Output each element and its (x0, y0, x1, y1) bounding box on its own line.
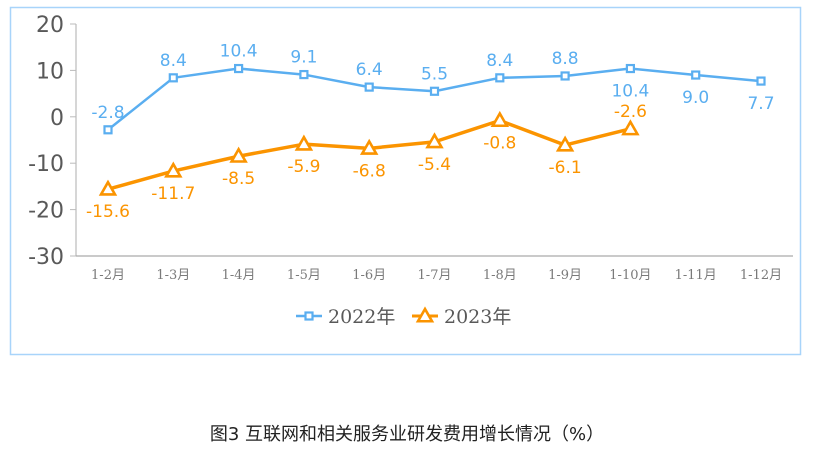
legend-item: 2023年 (412, 306, 511, 328)
data-point-square (691, 70, 701, 80)
x-tick-label: 1-2月 (91, 268, 125, 283)
data-point-triangle (621, 119, 640, 136)
y-tick-label: 10 (36, 59, 64, 84)
x-tick-label: 1-8月 (483, 268, 517, 283)
data-label: -11.7 (151, 184, 195, 204)
x-tick-label: 1-12月 (740, 268, 782, 283)
data-label: -6.8 (353, 161, 386, 181)
data-label: 8.8 (552, 49, 579, 69)
x-tick-label: 1-10月 (609, 268, 651, 283)
y-tick-label: -30 (28, 245, 64, 270)
data-point-square (103, 125, 113, 135)
data-point-triangle (425, 132, 444, 149)
data-label: 10.4 (220, 42, 258, 62)
data-label: 8.4 (160, 51, 187, 71)
chart-caption: 图3 互联网和相关服务业研发费用增长情况（%） (209, 424, 605, 445)
data-label: 10.4 (611, 82, 649, 102)
data-point-square (560, 71, 570, 81)
data-point-square (495, 73, 505, 83)
data-point-triangle (415, 306, 435, 323)
data-label: -5.4 (418, 155, 451, 175)
data-point-square (299, 69, 309, 80)
series-2023年: -15.6 -11.7 -8.5 -5.9 -6.8 -5.4 -0.8 -6.1 -2.6 (86, 102, 647, 222)
y-tick-label: -20 (28, 199, 64, 224)
x-tick-label: 1-7月 (418, 268, 452, 283)
legend-label: 2023年 (444, 306, 511, 328)
x-tick-label: 1-6月 (352, 268, 386, 283)
data-label: 8.4 (486, 51, 513, 71)
data-point-triangle (98, 179, 118, 196)
y-tick-label: 20 (36, 13, 64, 38)
data-point-square (429, 86, 440, 96)
data-label: -0.8 (483, 134, 516, 154)
data-label: -15.6 (86, 202, 130, 222)
x-tick-label: 1-5月 (287, 268, 321, 283)
data-label: -2.6 (614, 102, 647, 122)
data-point-square (364, 82, 374, 92)
data-label: 5.5 (421, 64, 448, 84)
data-point-square (234, 63, 244, 74)
legend: 2022年 2023年 (296, 306, 511, 328)
legend-item: 2022年 (296, 306, 395, 328)
x-tick-label: 1-9月 (548, 268, 582, 283)
data-label: -8.5 (222, 169, 255, 189)
x-tick-label: 1-4月 (222, 268, 256, 283)
data-point-square (625, 63, 636, 74)
x-tick-label: 1-11月 (675, 268, 717, 283)
data-point-triangle (164, 161, 183, 178)
data-point-square (756, 76, 766, 86)
legend-label: 2022年 (328, 306, 395, 328)
x-tick-label: 1-3月 (156, 268, 190, 283)
data-label: -5.9 (287, 157, 320, 177)
chart-frame (9, 6, 802, 356)
data-point-square (168, 73, 178, 83)
data-label: -6.1 (549, 158, 582, 178)
data-label: 7.7 (747, 94, 774, 114)
data-point-triangle (229, 146, 248, 163)
y-tick-label: -10 (28, 152, 64, 177)
data-point-triangle (359, 138, 379, 155)
data-label: -2.8 (91, 103, 124, 123)
data-point-triangle (555, 135, 575, 152)
series-2022年: -2.8 8.4 10.4 9.1 6.4 5.5 8.4 8.8 10.4 9.0 7.7 (91, 42, 775, 135)
data-point-square (304, 311, 314, 321)
data-point-triangle (294, 134, 314, 151)
data-label: 6.4 (356, 60, 383, 80)
data-point-triangle (490, 110, 510, 128)
data-label: 9.1 (290, 48, 317, 68)
y-tick-label: 0 (50, 106, 64, 131)
data-label: 9.0 (682, 88, 709, 108)
